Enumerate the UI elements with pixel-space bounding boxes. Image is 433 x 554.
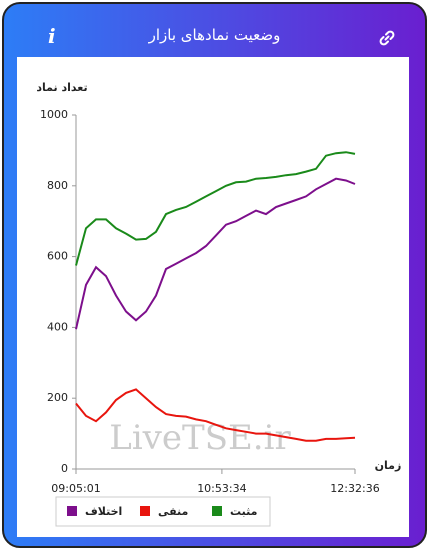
y-tick-label: 800	[47, 179, 68, 192]
legend-label: مثبت	[230, 505, 257, 518]
y-tick-label: 1000	[40, 108, 68, 121]
series-line	[75, 177, 356, 330]
series-line	[75, 151, 356, 266]
legend-label: منفی	[158, 505, 188, 518]
info-button[interactable]: i	[48, 24, 56, 48]
link-icon[interactable]	[379, 30, 395, 46]
y-tick-label: 400	[47, 320, 68, 333]
y-tick-label: 0	[61, 462, 68, 475]
legend-swatch	[67, 506, 77, 516]
legend-label: اختلاف	[85, 505, 122, 518]
series-line	[75, 388, 356, 442]
y-tick-label: 600	[47, 250, 68, 263]
y-tick-label: 200	[47, 391, 68, 404]
x-tick-label: 12:32:36	[330, 482, 379, 495]
x-axis-label: زمان	[375, 459, 402, 472]
x-tick-label: 09:05:01	[51, 482, 100, 495]
y-axis-label: تعداد نماد	[36, 81, 87, 94]
legend-swatch	[140, 506, 150, 516]
header-title: وضعیت نمادهای بازار	[148, 26, 281, 44]
watermark: LiveTSE.ir	[109, 418, 291, 458]
legend-swatch	[212, 506, 222, 516]
x-tick-label: 10:53:34	[197, 482, 246, 495]
legend-box	[55, 496, 271, 527]
